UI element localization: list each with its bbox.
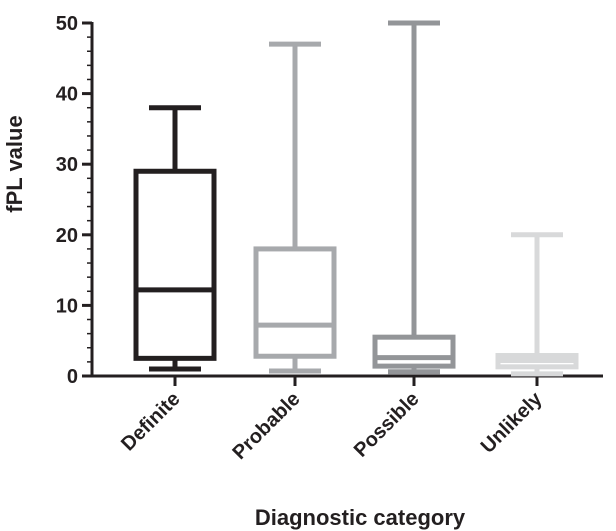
y-tick-label: 10 xyxy=(56,295,78,317)
box-definite xyxy=(133,168,217,361)
x-tick-label: Definite xyxy=(117,388,184,455)
y-tick-label: 40 xyxy=(56,84,78,106)
x-tick-label: Probable xyxy=(228,388,304,464)
y-axis-title: fPL value xyxy=(2,115,27,212)
plot-area: 0 10 20 30 40 50 Definite Probable Possible Unlik… xyxy=(56,13,603,464)
box-probable xyxy=(253,246,337,359)
y-tick-label: 0 xyxy=(67,366,78,388)
x-axis-title: Diagnostic category xyxy=(255,505,466,530)
y-tick-label: 30 xyxy=(56,154,78,176)
x-tick-label: Unlikely xyxy=(477,387,547,457)
x-tick-label: Possible xyxy=(350,388,424,462)
box-possible xyxy=(372,334,456,369)
y-tick-label: 50 xyxy=(56,13,78,35)
y-tick-label: 20 xyxy=(56,225,78,247)
